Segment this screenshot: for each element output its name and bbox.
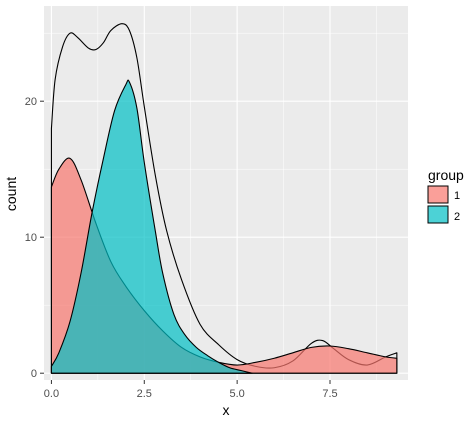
legend: group 1 2 (427, 167, 464, 224)
density-areas (50, 23, 398, 374)
legend-label-1: 1 (454, 190, 460, 202)
density-area-group-2 (50, 79, 253, 374)
y-axis-title: count (3, 177, 19, 211)
x-axis-title: x (223, 402, 230, 418)
x-tick-label: 7.5 (322, 388, 337, 400)
y-axis: 0 10 20 (25, 96, 44, 380)
y-tick-label: 20 (25, 96, 37, 108)
legend-key-1 (427, 185, 449, 204)
density-total-outline (50, 23, 398, 374)
y-tick-label: 10 (25, 232, 37, 244)
legend-title: group (428, 167, 464, 183)
x-tick-label: 5.0 (229, 388, 244, 400)
legend-key-2 (427, 205, 449, 224)
y-tick-label: 0 (31, 368, 37, 380)
x-tick-label: 0.0 (44, 388, 59, 400)
x-axis: 0.0 2.5 5.0 7.5 (44, 380, 338, 400)
grid-minor (44, 6, 408, 380)
legend-label-2: 2 (454, 211, 460, 223)
x-tick-label: 2.5 (137, 388, 152, 400)
